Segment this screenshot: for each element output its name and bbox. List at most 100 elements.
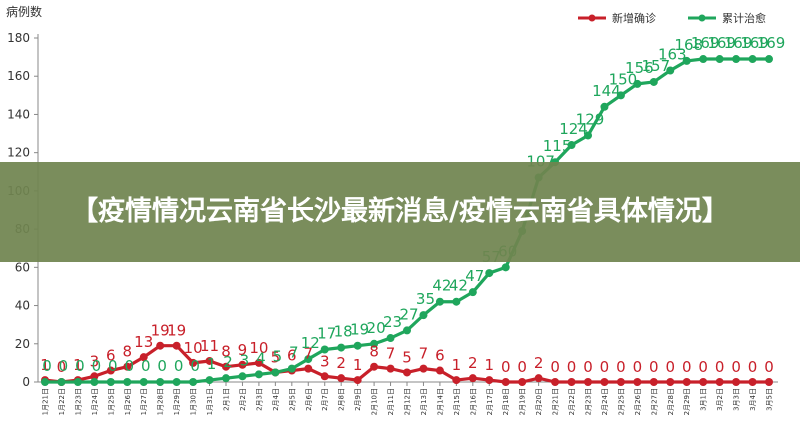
data-label: 23 — [383, 313, 402, 331]
data-point — [666, 378, 675, 386]
data-label: 8 — [221, 343, 231, 361]
x-tick-label: 1月21日 — [42, 388, 50, 415]
y-tick-label: 140 — [7, 107, 30, 121]
legend: 新增确诊 累计治愈 — [578, 11, 766, 25]
data-point — [90, 372, 99, 381]
data-label: 0 — [157, 357, 167, 375]
y-axis-label: 病例数 — [6, 4, 42, 19]
y-tick-label: 160 — [7, 69, 30, 83]
data-label: 6 — [287, 347, 297, 365]
data-label: 0 — [57, 358, 67, 376]
data-point — [485, 269, 494, 278]
x-tick-label: 2月20日 — [535, 388, 543, 415]
data-point — [715, 378, 724, 386]
x-tick-label: 2月13日 — [420, 388, 428, 415]
data-label: 0 — [92, 357, 102, 375]
x-tick-label: 2月6日 — [305, 388, 313, 411]
data-point — [403, 368, 411, 377]
data-point — [172, 378, 181, 386]
data-label: 1 — [484, 356, 494, 374]
data-label: 6 — [435, 347, 445, 365]
data-point — [172, 341, 181, 350]
x-tick-label: 2月10日 — [371, 388, 379, 415]
data-point — [633, 378, 642, 386]
x-tick-label: 2月23日 — [585, 388, 593, 415]
data-label: 12 — [301, 334, 320, 352]
data-point — [205, 356, 214, 365]
data-label: 1 — [207, 355, 217, 373]
data-label: 42 — [432, 277, 451, 295]
data-label: 144 — [592, 82, 621, 100]
data-point — [699, 378, 708, 386]
data-label: 0 — [633, 358, 643, 376]
x-tick-label: 1月24日 — [91, 388, 99, 415]
data-point — [386, 334, 395, 343]
data-point — [485, 376, 494, 385]
data-label: 1 — [353, 356, 363, 374]
x-tick-label: 3月4日 — [749, 388, 757, 411]
data-label: 0 — [567, 358, 577, 376]
data-label: 0 — [649, 358, 659, 376]
data-label: 0 — [715, 358, 725, 376]
data-label: 17 — [317, 325, 336, 343]
title-banner: 【疫情情况云南省长沙最新消息/疫情云南省具体情况】 — [0, 162, 800, 262]
data-label: 157 — [641, 57, 670, 75]
data-label: 0 — [75, 357, 85, 375]
data-point — [156, 341, 165, 350]
x-tick-label: 2月25日 — [617, 388, 625, 415]
x-tick-label: 2月19日 — [519, 388, 527, 415]
data-label: 169 — [757, 34, 786, 52]
data-point — [765, 378, 773, 386]
data-label: 42 — [449, 277, 468, 295]
legend-marker — [698, 14, 706, 22]
data-point — [353, 341, 362, 350]
data-point — [633, 79, 642, 88]
data-label: 168 — [674, 36, 703, 54]
data-point — [468, 288, 477, 297]
x-tick-label: 2月27日 — [650, 388, 658, 415]
series-layer — [41, 55, 773, 386]
data-label: 27 — [399, 305, 418, 323]
data-label: 19 — [350, 321, 369, 339]
data-point — [139, 353, 148, 362]
data-point — [189, 358, 198, 367]
data-label: 0 — [698, 358, 708, 376]
data-point — [320, 345, 329, 354]
data-point — [567, 141, 576, 150]
data-label: 10 — [249, 339, 268, 357]
data-label: 5 — [271, 348, 281, 366]
x-tick-label: 1月28日 — [157, 388, 165, 415]
x-tick-label: 2月24日 — [601, 388, 609, 415]
data-label: 156 — [625, 59, 654, 77]
data-point — [222, 374, 230, 383]
data-label: 19 — [151, 322, 170, 340]
data-point — [337, 374, 346, 383]
data-label: 163 — [658, 45, 687, 63]
data-label: 7 — [303, 345, 313, 363]
data-point — [649, 77, 658, 86]
data-label: 169 — [740, 34, 769, 52]
data-label: 115 — [543, 137, 572, 155]
data-point — [287, 364, 296, 373]
x-tick-label: 2月5日 — [288, 388, 296, 411]
data-label: 0 — [682, 358, 692, 376]
x-tick-label: 3月3日 — [733, 388, 741, 411]
data-point — [370, 339, 379, 348]
x-tick-label: 2月12日 — [404, 388, 412, 415]
x-tick-label: 2月21日 — [552, 388, 560, 415]
data-label: 13 — [134, 333, 153, 351]
x-tick-label: 2月11日 — [387, 388, 395, 415]
data-label: 9 — [238, 341, 248, 359]
data-point — [452, 376, 461, 385]
data-label: 18 — [334, 323, 353, 341]
data-point — [435, 366, 444, 375]
data-point — [189, 378, 198, 386]
data-point — [732, 55, 741, 64]
x-tick-label: 2月8日 — [338, 388, 346, 411]
data-label: 0 — [174, 357, 184, 375]
x-tick-label: 1月27日 — [140, 388, 148, 415]
data-label: 11 — [200, 337, 219, 355]
data-label: 0 — [517, 358, 527, 376]
y-tick-label: 60 — [15, 260, 30, 274]
